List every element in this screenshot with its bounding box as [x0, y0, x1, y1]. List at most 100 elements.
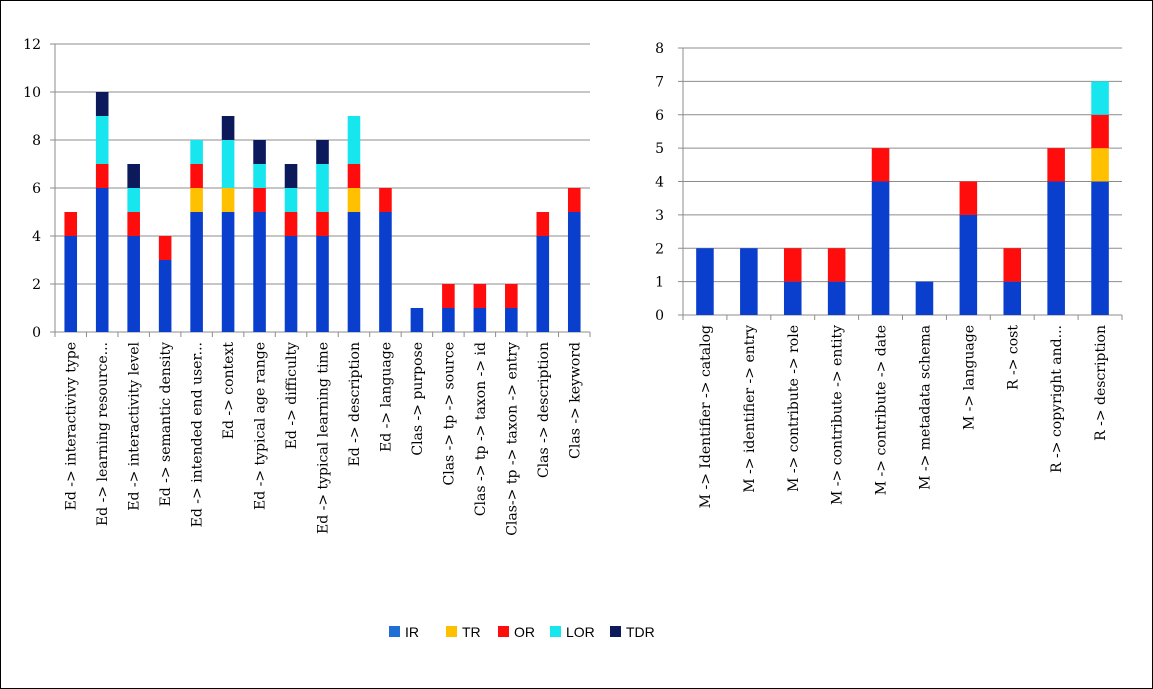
bar-segment [505, 308, 518, 332]
legend-label: LOR [566, 624, 595, 640]
legend-label: IR [405, 624, 419, 640]
chart-left: 0 2 4 6 8 10 12 Ed -> interactivivy type Ed -> l… [23, 37, 591, 536]
x-category-label: Ed -> language [378, 342, 394, 452]
y-tick-label: 1 [655, 275, 664, 291]
x-category-label: Ed -> interactivivy type [64, 342, 80, 510]
bar-segment [190, 212, 203, 332]
bar-segment [1047, 181, 1065, 315]
x-category-label: Clas -> purpose [410, 342, 426, 456]
bar-segment [221, 212, 235, 332]
bar-segment [379, 188, 392, 212]
x-category-label: Ed -> context [221, 342, 237, 440]
bar-segment [64, 236, 78, 332]
bar-segment [221, 188, 235, 212]
x-category-label: M -> contribute -> date [874, 325, 890, 495]
x-category-label: M -> metadata schema [917, 325, 933, 490]
bar-segment [95, 92, 109, 116]
bar-segment [871, 148, 890, 182]
bar-segment [253, 212, 266, 332]
x-category-label: Clas -> tp -> taxon -> id [473, 342, 489, 516]
x-category-label: Clas -> description [536, 342, 552, 478]
bar-segment [959, 181, 978, 215]
bar-segment [1091, 181, 1109, 315]
bar-segment [442, 284, 455, 308]
y-tick-label: 6 [32, 181, 41, 197]
x-category-label: Ed -> semantic density [158, 342, 174, 507]
legend-label: TR [462, 624, 481, 640]
x-category-label: Ed -> typical age range [253, 342, 269, 510]
bar-segment [347, 212, 361, 332]
bar-segment [64, 212, 78, 236]
bar-segment [473, 308, 487, 332]
x-category-label: R -> description [1093, 325, 1109, 441]
legend-swatch [550, 626, 561, 637]
bar-segment [284, 236, 298, 332]
bar-segment [127, 236, 140, 332]
x-category-label: Ed -> description [347, 342, 363, 467]
legend-swatch [389, 626, 400, 637]
bar-segment [316, 236, 329, 332]
bar-segment [284, 164, 298, 188]
bar-segment [567, 188, 581, 212]
bar-segment [1003, 281, 1022, 315]
chart-right: 0 1 2 3 4 5 6 7 8 M -> Identifier -> catalog M -> … [655, 41, 1123, 508]
y-tick-label: 8 [655, 41, 664, 57]
y-tick-label: 4 [655, 175, 664, 191]
bar-segment [284, 212, 298, 236]
bar-segment [379, 212, 392, 332]
bar-segment [190, 188, 203, 212]
bar-segment [95, 116, 109, 164]
x-category-label: Ed -> typical learning time [316, 342, 332, 534]
legend: IR TR OR LOR TDR [389, 624, 655, 640]
y-tick-label: 2 [32, 277, 41, 293]
bar-segment [567, 212, 581, 332]
bar-segment [1091, 81, 1109, 115]
bar-segment [253, 188, 266, 212]
bar-segment [536, 212, 550, 236]
x-category-label: M -> language [961, 325, 977, 430]
bar-segment [95, 164, 109, 188]
bar-segment [871, 181, 890, 315]
bar-segment [253, 140, 266, 164]
bar-segment [284, 188, 298, 212]
y-tick-label: 6 [655, 108, 664, 124]
bar-segment [959, 214, 978, 315]
y-tick-label: 4 [32, 229, 41, 245]
x-category-label: Ed -> interactivity level [127, 341, 143, 510]
x-category-label: Ed -> difficulty [284, 342, 300, 449]
bar-segment [316, 212, 329, 236]
x-category-label: M -> identifier -> entry [742, 325, 758, 493]
legend-label: TDR [626, 624, 655, 640]
bar-segment [827, 248, 846, 282]
bar-segment [410, 308, 424, 332]
bar-segment [696, 248, 714, 315]
bar-segment [347, 188, 361, 212]
bar-segment [1091, 148, 1109, 182]
bar-segment [505, 284, 518, 308]
bar-segment [1091, 114, 1109, 149]
bar-segment [783, 248, 802, 282]
bar-segment [1003, 248, 1022, 282]
y-tick-label: 3 [655, 208, 664, 224]
bar-segment [127, 212, 140, 236]
y-tick-label: 2 [655, 241, 664, 257]
bar-segment [783, 281, 802, 315]
x-category-label: R -> cost [1005, 325, 1021, 390]
bar-segment [158, 236, 172, 260]
x-category-label: Ed -> intended end user... [190, 342, 206, 527]
y-tick-label: 0 [32, 325, 41, 341]
y-tick-label: 10 [23, 85, 41, 101]
legend-swatch [498, 626, 509, 637]
legend-swatch [610, 626, 621, 637]
legend-label: OR [514, 624, 535, 640]
x-category-label: M -> contribute -> entity [830, 325, 846, 505]
bar-segment [221, 140, 235, 188]
y-tick-label: 5 [655, 141, 664, 157]
bar-segment [740, 248, 758, 315]
bar-segment [95, 188, 109, 332]
legend-swatch [446, 626, 457, 637]
bar-segment [221, 116, 235, 140]
x-category-label: R -> copyright and... [1049, 325, 1065, 473]
y-tick-label: 12 [23, 37, 41, 53]
